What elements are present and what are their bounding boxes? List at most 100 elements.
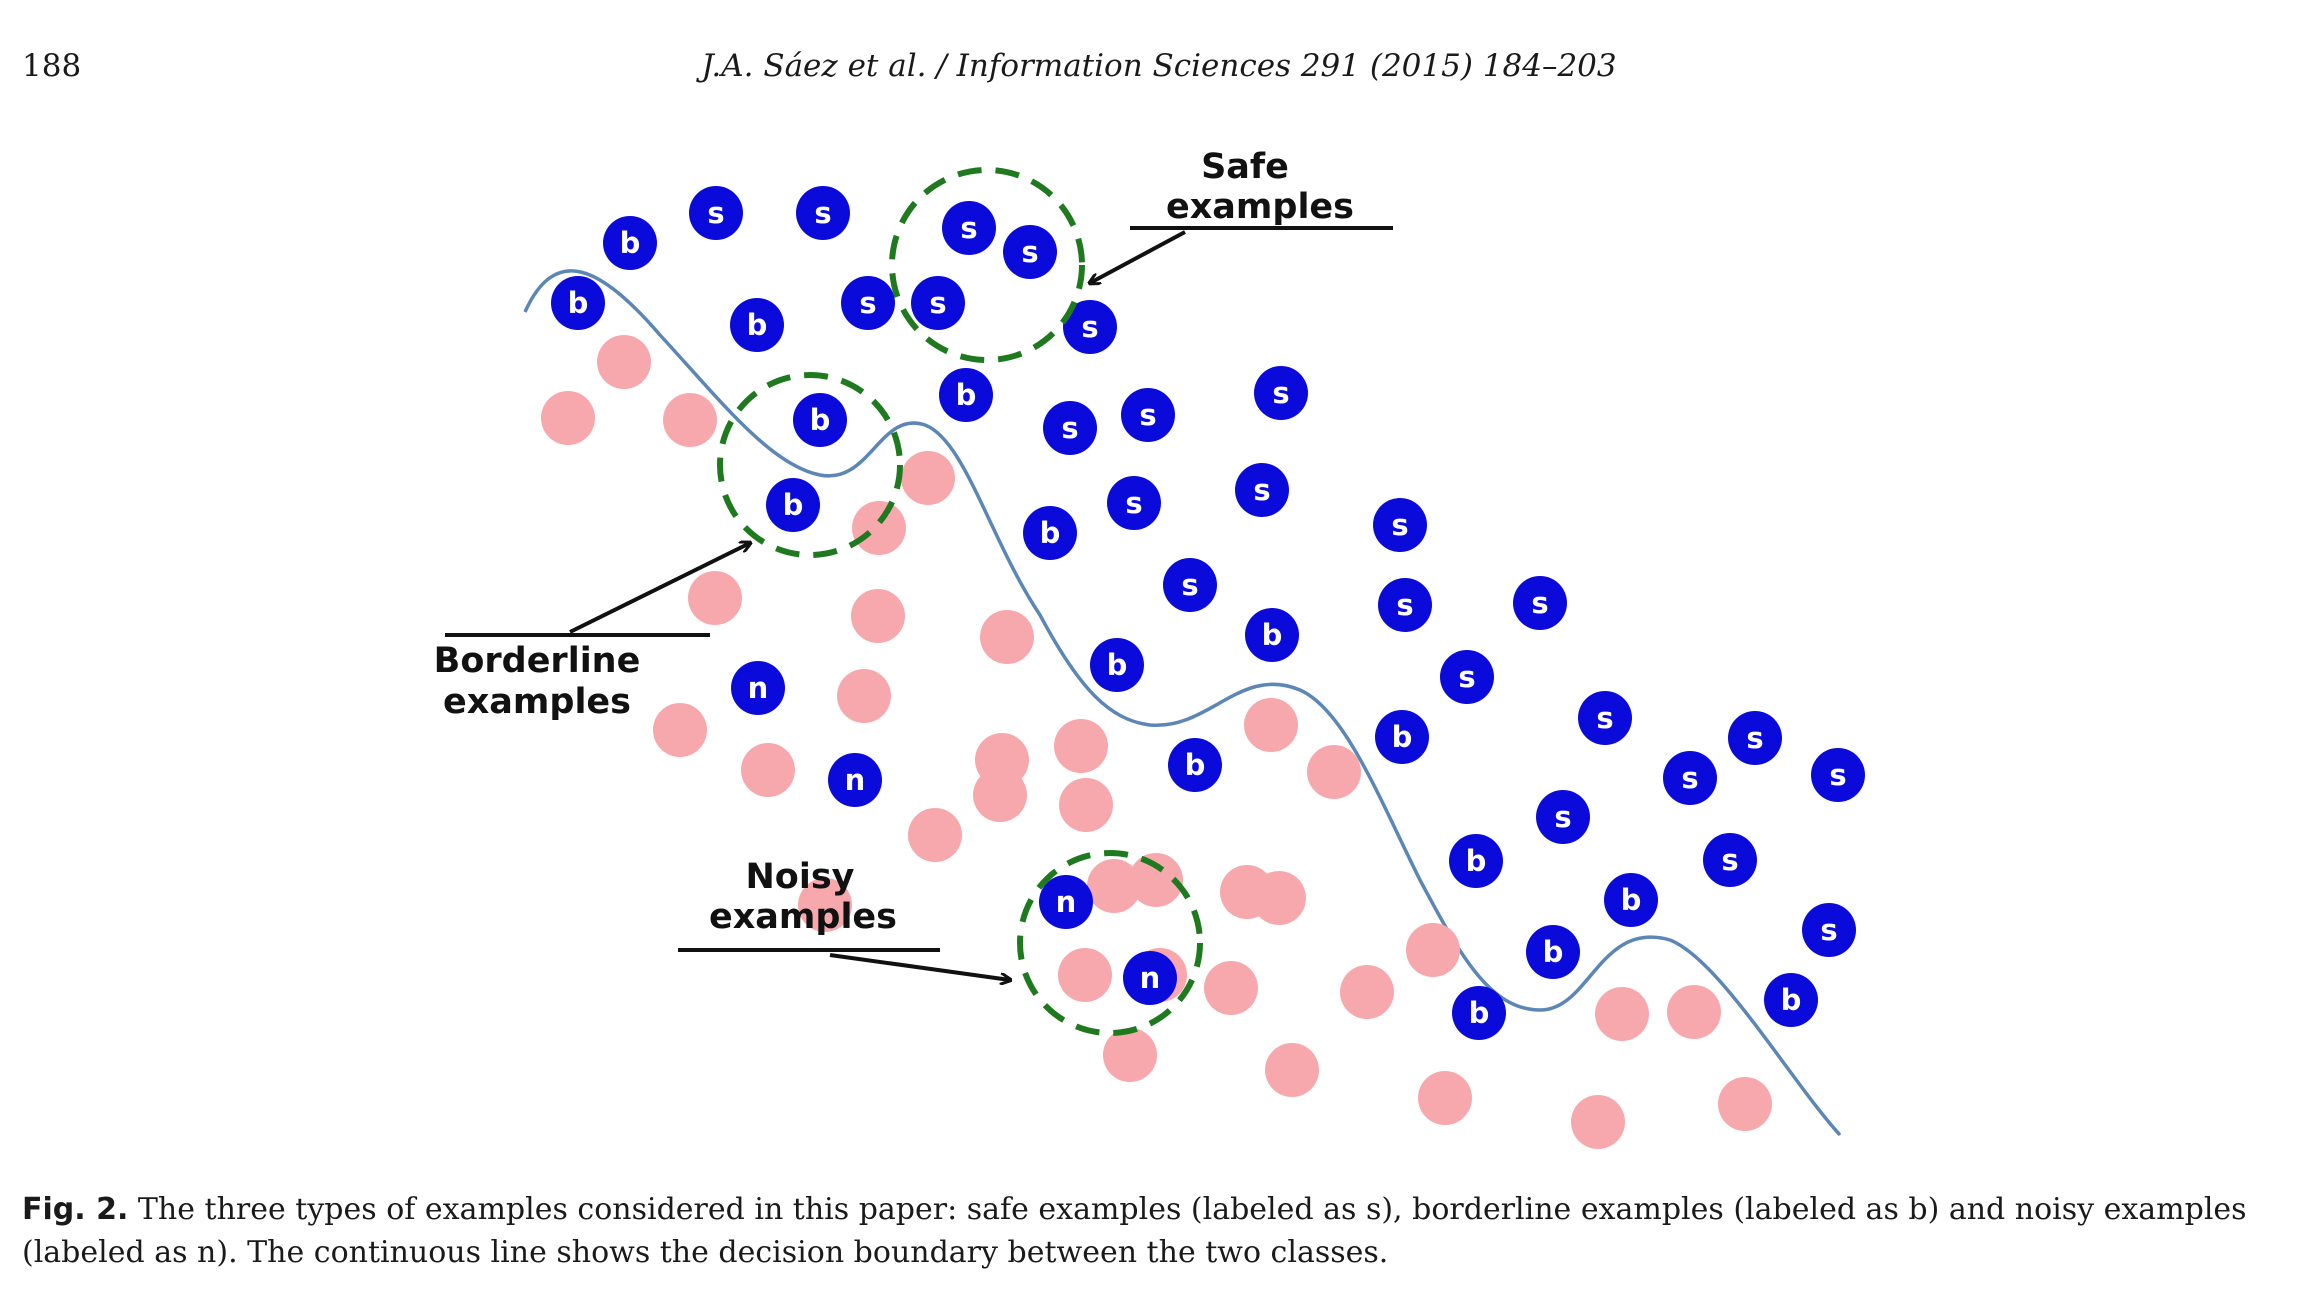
pink-example-point xyxy=(1252,871,1306,925)
safe-example-point: s xyxy=(689,186,743,240)
pink-example-point xyxy=(541,391,595,445)
pink-example-point xyxy=(688,571,742,625)
pink-example-point xyxy=(663,393,717,447)
running-head: J.A. Sáez et al. / Information Sciences … xyxy=(701,48,1617,84)
borderline-example-label: b xyxy=(1781,983,1802,1017)
noisy-callout: Noisy examples xyxy=(678,857,1010,980)
pink-example-point xyxy=(1265,1043,1319,1097)
safe-example-label: s xyxy=(707,196,724,230)
safe-highlight-circle xyxy=(889,167,1085,363)
safe-example-point: s xyxy=(1121,388,1175,442)
pink-example-point xyxy=(901,451,955,505)
borderline-example-label: b xyxy=(956,378,977,412)
borderline-callout: Borderline examples xyxy=(434,543,750,722)
borderline-example-label: b xyxy=(1543,935,1564,969)
borderline-example-label: b xyxy=(783,488,804,522)
pink-example-point xyxy=(597,335,651,389)
noisy-highlight-circle xyxy=(1017,850,1203,1036)
borderline-example-point: b xyxy=(939,368,993,422)
safe-example-label: s xyxy=(814,196,831,230)
figure-caption: Fig. 2. The three types of examples cons… xyxy=(22,1188,2297,1274)
safe-example-label: s xyxy=(1391,508,1408,542)
safe-example-label: s xyxy=(1746,721,1763,755)
borderline-example-label: b xyxy=(1469,996,1490,1030)
safe-example-label: s xyxy=(1081,310,1098,344)
caption-label: Fig. 2. xyxy=(22,1192,129,1227)
safe-example-label: s xyxy=(1531,586,1548,620)
safe-example-label: s xyxy=(1139,398,1156,432)
borderline-example-point: b xyxy=(1023,506,1077,560)
borderline-example-point: b xyxy=(1526,925,1580,979)
borderline-example-point: b xyxy=(1090,638,1144,692)
noisy-example-label: n xyxy=(845,763,866,797)
borderline-callout-line-2: examples xyxy=(443,682,631,722)
safe-example-point: s xyxy=(1163,558,1217,612)
pink-example-point xyxy=(1244,698,1298,752)
safe-callout-line-1: Safe xyxy=(1201,147,1289,187)
safe-example-label: s xyxy=(960,211,977,245)
pink-example-point xyxy=(1595,987,1649,1041)
safe-example-point: s xyxy=(1254,366,1308,420)
safe-example-label: s xyxy=(1061,411,1078,445)
borderline-example-point: b xyxy=(766,478,820,532)
safe-example-label: s xyxy=(1681,761,1698,795)
borderline-example-label: b xyxy=(1466,844,1487,878)
pink-example-point xyxy=(1058,948,1112,1002)
pink-example-point xyxy=(1103,1028,1157,1082)
page-number: 188 xyxy=(22,48,82,84)
safe-example-label: s xyxy=(1396,588,1413,622)
safe-example-label: s xyxy=(1596,701,1613,735)
noisy-example-point: n xyxy=(828,753,882,807)
borderline-example-point: b xyxy=(1168,738,1222,792)
safe-example-point: s xyxy=(1663,751,1717,805)
safe-example-point: s xyxy=(1811,748,1865,802)
safe-example-label: s xyxy=(1458,660,1475,694)
borderline-callout-line-1: Borderline xyxy=(434,641,641,681)
borderline-example-label: b xyxy=(1621,883,1642,917)
borderline-example-point: b xyxy=(1449,834,1503,888)
pink-example-point xyxy=(973,768,1027,822)
pink-example-point xyxy=(741,743,795,797)
pink-example-point xyxy=(1406,923,1460,977)
safe-example-point: s xyxy=(1703,833,1757,887)
safe-example-point: s xyxy=(1578,691,1632,745)
borderline-example-label: b xyxy=(1040,516,1061,550)
pink-example-point xyxy=(1418,1071,1472,1125)
pink-example-point xyxy=(1667,985,1721,1039)
safe-example-point: s xyxy=(1513,576,1567,630)
pink-example-point xyxy=(852,501,906,555)
borderline-example-label: b xyxy=(568,286,589,320)
borderline-example-label: b xyxy=(620,226,641,260)
safe-example-point: s xyxy=(1378,578,1432,632)
noisy-callout-line-1: Noisy xyxy=(746,857,855,897)
borderline-example-point: b xyxy=(730,298,784,352)
pink-example-point xyxy=(1059,778,1113,832)
pink-example-point xyxy=(798,878,852,932)
safe-example-point: s xyxy=(796,186,850,240)
pink-class-points xyxy=(541,335,1772,1149)
safe-callout-line-2: examples xyxy=(1166,187,1354,227)
pink-example-point xyxy=(1129,853,1183,907)
pink-example-point xyxy=(980,610,1034,664)
noisy-example-point: n xyxy=(1039,875,1093,929)
safe-example-point: s xyxy=(1536,790,1590,844)
safe-callout: Safe examples xyxy=(1090,147,1393,283)
noisy-example-label: n xyxy=(1056,885,1077,919)
borderline-example-point: b xyxy=(551,276,605,330)
noisy-example-point: n xyxy=(731,661,785,715)
borderline-example-point: b xyxy=(603,216,657,270)
borderline-highlight-circle xyxy=(717,372,903,558)
noisy-callout-line-2: examples xyxy=(709,897,897,937)
safe-example-label: s xyxy=(1181,568,1198,602)
caption-text: The three types of examples considered i… xyxy=(22,1192,2247,1270)
pink-example-point xyxy=(1054,719,1108,773)
safe-example-point: s xyxy=(841,276,895,330)
pink-example-point xyxy=(1087,859,1141,913)
pink-example-point xyxy=(908,808,962,862)
borderline-example-label: b xyxy=(1185,748,1206,782)
safe-example-label: s xyxy=(1721,843,1738,877)
safe-example-label: s xyxy=(1125,486,1142,520)
borderline-example-point: b xyxy=(1452,986,1506,1040)
